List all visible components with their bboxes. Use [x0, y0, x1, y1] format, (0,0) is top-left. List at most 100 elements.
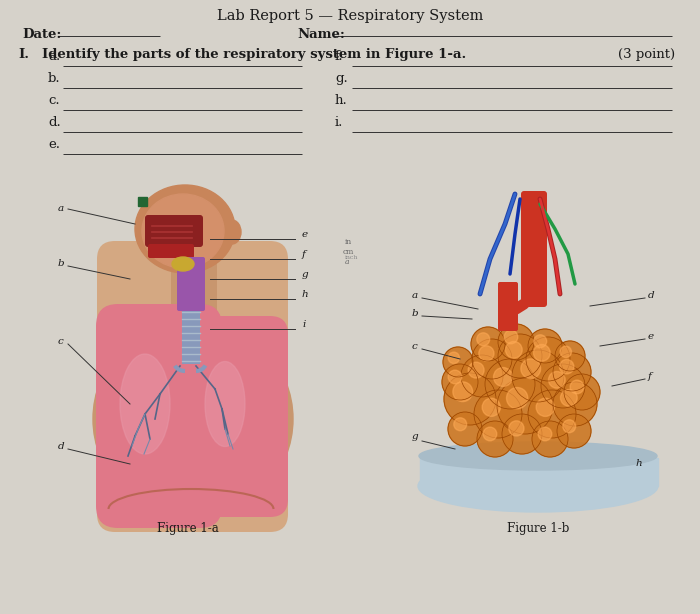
Text: c.: c.: [48, 94, 60, 107]
Text: c: c: [58, 337, 64, 346]
Text: d: d: [58, 442, 64, 451]
FancyBboxPatch shape: [177, 257, 205, 311]
Text: e: e: [302, 230, 308, 239]
Circle shape: [448, 370, 462, 384]
Circle shape: [504, 330, 518, 344]
Circle shape: [485, 359, 535, 409]
Circle shape: [553, 353, 591, 391]
Text: Identify the parts of the respiratory system in Figure 1-a.: Identify the parts of the respiratory sy…: [42, 48, 466, 61]
Bar: [420, 458, 658, 486]
Text: b.: b.: [48, 72, 61, 85]
Text: i: i: [302, 320, 305, 329]
Circle shape: [471, 327, 505, 361]
Ellipse shape: [135, 185, 235, 273]
Circle shape: [494, 368, 512, 386]
Circle shape: [526, 337, 570, 381]
Circle shape: [477, 421, 513, 457]
Circle shape: [444, 373, 496, 425]
Text: b: b: [58, 259, 64, 268]
Bar: [182, 304, 200, 364]
Text: f.: f.: [335, 50, 344, 63]
Ellipse shape: [418, 460, 658, 512]
FancyBboxPatch shape: [521, 191, 547, 307]
Circle shape: [468, 362, 484, 378]
Circle shape: [534, 335, 547, 348]
Circle shape: [498, 324, 534, 360]
Circle shape: [570, 380, 584, 394]
Circle shape: [448, 352, 459, 363]
Circle shape: [541, 364, 585, 408]
Circle shape: [532, 421, 568, 457]
FancyBboxPatch shape: [96, 304, 222, 528]
Text: e: e: [648, 332, 654, 341]
FancyBboxPatch shape: [148, 244, 194, 258]
Circle shape: [461, 355, 503, 397]
Text: h.: h.: [335, 94, 348, 107]
Bar: [138, 197, 147, 206]
Circle shape: [533, 344, 550, 361]
Text: h: h: [635, 459, 642, 468]
Text: d.: d.: [48, 116, 61, 129]
Text: g.: g.: [335, 72, 348, 85]
FancyBboxPatch shape: [182, 316, 288, 517]
Ellipse shape: [205, 362, 245, 446]
Circle shape: [560, 346, 571, 357]
FancyBboxPatch shape: [171, 240, 217, 313]
Text: a: a: [58, 204, 64, 213]
Text: e.: e.: [48, 138, 60, 151]
Circle shape: [502, 414, 542, 454]
Circle shape: [528, 390, 576, 438]
Ellipse shape: [172, 257, 194, 271]
Circle shape: [509, 421, 524, 436]
Circle shape: [498, 334, 542, 378]
Text: d: d: [648, 291, 654, 300]
Circle shape: [507, 387, 528, 409]
Text: g: g: [302, 270, 309, 279]
Ellipse shape: [120, 354, 170, 454]
Ellipse shape: [142, 194, 224, 268]
FancyBboxPatch shape: [498, 282, 518, 331]
Circle shape: [512, 350, 564, 402]
Circle shape: [536, 398, 554, 416]
Circle shape: [474, 390, 522, 438]
Circle shape: [521, 359, 540, 379]
Circle shape: [563, 420, 575, 433]
Circle shape: [559, 359, 574, 374]
Text: c: c: [412, 342, 418, 351]
Circle shape: [555, 341, 585, 371]
Circle shape: [549, 371, 565, 388]
Circle shape: [528, 329, 562, 363]
Text: a: a: [345, 258, 349, 266]
Text: f: f: [648, 372, 652, 381]
Circle shape: [479, 346, 494, 361]
Text: i.: i.: [335, 116, 344, 129]
Circle shape: [505, 341, 522, 358]
Text: Name:: Name:: [297, 28, 345, 41]
Circle shape: [557, 414, 591, 448]
Circle shape: [538, 427, 552, 441]
Circle shape: [553, 382, 597, 426]
Circle shape: [561, 389, 578, 406]
Text: g: g: [412, 432, 419, 441]
Circle shape: [442, 364, 478, 400]
Circle shape: [453, 382, 473, 402]
Circle shape: [477, 333, 490, 346]
Circle shape: [497, 378, 553, 434]
Circle shape: [483, 427, 497, 441]
Ellipse shape: [223, 220, 241, 244]
Ellipse shape: [93, 319, 293, 519]
Text: Figure 1-b: Figure 1-b: [507, 522, 569, 535]
Text: in: in: [345, 238, 352, 246]
Circle shape: [443, 347, 473, 377]
Text: inch: inch: [345, 255, 358, 260]
Text: Date:: Date:: [22, 28, 62, 41]
Text: Lab Report 5 — Respiratory System: Lab Report 5 — Respiratory System: [217, 9, 483, 23]
FancyBboxPatch shape: [97, 241, 288, 532]
Text: Figure 1-a: Figure 1-a: [157, 522, 219, 535]
Text: a: a: [412, 291, 418, 300]
Circle shape: [454, 418, 467, 430]
Circle shape: [448, 412, 482, 446]
Circle shape: [564, 374, 600, 410]
Text: h: h: [302, 290, 309, 299]
FancyBboxPatch shape: [145, 215, 203, 247]
